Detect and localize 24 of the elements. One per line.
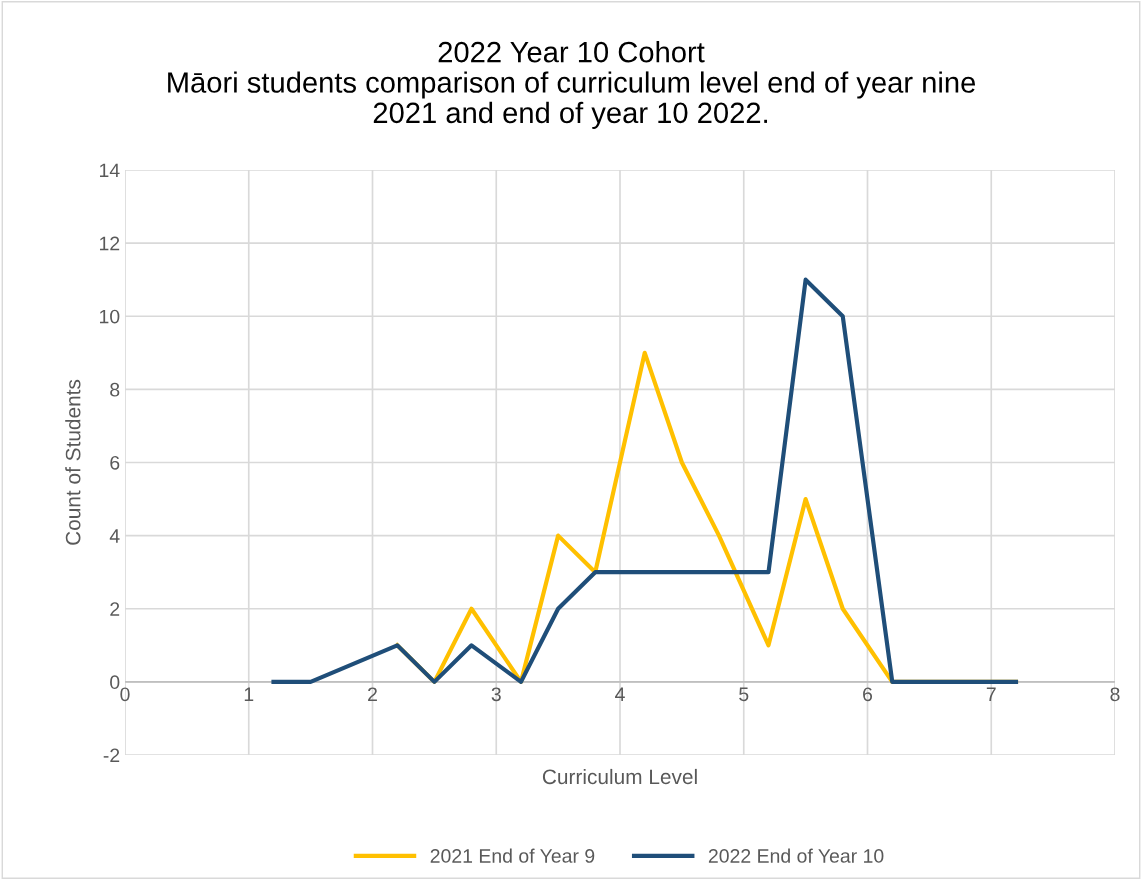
y-tick-label: -2 <box>103 748 120 763</box>
y-axis-title: Count of Students <box>65 379 81 545</box>
x-tick-label: 2 <box>368 687 377 701</box>
y-tick-label: 2 <box>110 602 120 616</box>
y-tick-label: 10 <box>100 309 120 324</box>
chart-title: 2022 Year 10 Cohort Māori students comparison of curriculum level end of year nine 2021 and end of year 10 2022. <box>168 41 976 129</box>
y-tick-label: 6 <box>110 455 120 470</box>
x-tick-label: 7 <box>986 687 996 701</box>
x-tick-label: 4 <box>615 687 625 701</box>
y-tick-label: 14 <box>100 163 120 178</box>
x-axis-title: Curriculum Level <box>542 768 697 785</box>
line-series <box>271 277 1019 684</box>
x-tick-label: 0 <box>120 687 130 702</box>
y-tick-label: 4 <box>109 529 120 543</box>
x-tick-label: 3 <box>491 687 501 702</box>
x-tick-label: 1 <box>244 687 254 701</box>
x-tick-label: 6 <box>863 687 873 702</box>
legend-label: 2022 End of Year 10 <box>708 848 884 863</box>
y-tick-label: 12 <box>100 236 120 251</box>
x-tick-label: 8 <box>1110 687 1120 702</box>
y-tick-label: 0 <box>110 675 120 690</box>
legend-label: 2021 End of Year 9 <box>430 848 595 863</box>
x-tick-label: 5 <box>739 687 749 702</box>
y-tick-label: 8 <box>110 382 120 397</box>
